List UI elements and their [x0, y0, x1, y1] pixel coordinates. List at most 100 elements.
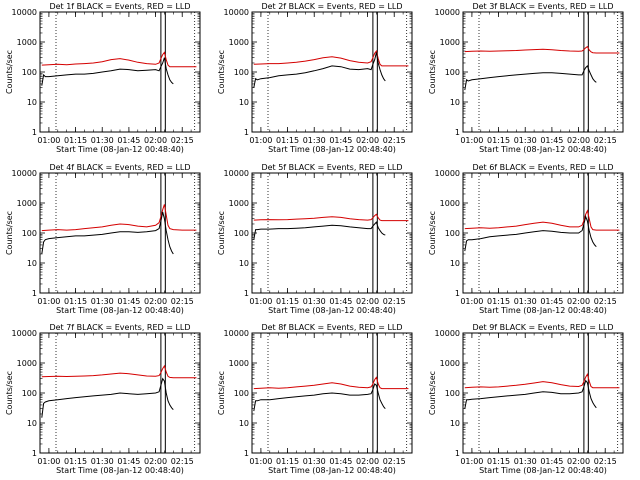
x-axis-label: Start Time (08-Jan-12 00:48:40) — [268, 466, 396, 475]
y-tick-label: 1000 — [440, 199, 460, 208]
panel-7: Det 7f BLACK = Events, RED = LLD 1 10 100 10… — [5, 323, 201, 475]
x-tick-label: 01:30 — [303, 136, 326, 145]
x-tick-label: 01:30 — [91, 297, 114, 306]
x-axis-label: Start Time (08-Jan-12 00:48:40) — [56, 145, 184, 154]
y-axis-label: Counts/sec — [217, 371, 226, 415]
y-tick-label: 1000 — [229, 359, 249, 368]
y-tick-label: 1 — [32, 128, 37, 137]
panel-9: Det 9f BLACK = Events, RED = LLD 1 10 100 10… — [428, 323, 624, 475]
y-tick-label: 100 — [22, 389, 37, 398]
x-tick-label: 01:30 — [303, 457, 326, 466]
y-tick-label: 10000 — [224, 329, 249, 338]
y-tick-label: 1 — [32, 289, 37, 298]
y-tick-label: 100 — [234, 229, 249, 238]
x-tick-label: 01:30 — [91, 457, 114, 466]
x-tick-label: 01:15 — [276, 136, 299, 145]
x-tick-label: 01:45 — [540, 457, 563, 466]
y-tick-label: 1 — [244, 449, 249, 458]
plot-frame — [39, 332, 201, 454]
panel-5: Det 5f BLACK = Events, RED = LLD 1 10 100 10… — [217, 163, 413, 315]
x-tick-label: 01:30 — [514, 297, 537, 306]
x-tick-label: 02:00 — [356, 136, 379, 145]
x-tick-label: 01:45 — [117, 457, 140, 466]
x-tick-label: 01:00 — [249, 457, 272, 466]
x-tick-label: 01:30 — [514, 136, 537, 145]
panel-title: Det 5f BLACK = Events, RED = LLD — [261, 163, 402, 172]
x-tick-label: 01:45 — [117, 297, 140, 306]
x-tick-label: 01:45 — [329, 136, 352, 145]
x-tick-label: 01:15 — [64, 136, 87, 145]
y-tick-label: 1 — [244, 289, 249, 298]
x-axis-label: Start Time (08-Jan-12 00:48:40) — [479, 145, 607, 154]
panel-title: Det 2f BLACK = Events, RED = LLD — [261, 2, 402, 11]
y-tick-label: 100 — [234, 389, 249, 398]
x-axis-label: Start Time (08-Jan-12 00:48:40) — [268, 145, 396, 154]
x-tick-label: 02:15 — [383, 136, 406, 145]
x-tick-label: 02:00 — [356, 297, 379, 306]
panel-6: Det 6f BLACK = Events, RED = LLD 1 10 100 10… — [428, 163, 624, 315]
y-axis-label: Counts/sec — [217, 50, 226, 94]
y-tick-label: 10 — [239, 419, 249, 428]
y-tick-label: 1000 — [229, 38, 249, 47]
y-tick-label: 1000 — [229, 199, 249, 208]
x-tick-label: 01:45 — [540, 297, 563, 306]
x-axis-label: Start Time (08-Jan-12 00:48:40) — [268, 306, 396, 315]
x-tick-label: 02:15 — [383, 457, 406, 466]
x-tick-label: 02:15 — [594, 457, 617, 466]
y-tick-label: 10000 — [435, 329, 460, 338]
series-line-events — [253, 52, 386, 88]
x-tick-label: 01:15 — [276, 297, 299, 306]
y-tick-label: 1000 — [17, 38, 37, 47]
x-tick-label: 01:15 — [64, 297, 87, 306]
x-tick-label: 01:00 — [460, 457, 483, 466]
x-tick-label: 02:15 — [171, 297, 194, 306]
panel-8: Det 8f BLACK = Events, RED = LLD 1 10 100 10… — [217, 323, 413, 475]
x-tick-label: 01:15 — [487, 297, 510, 306]
x-tick-label: 01:30 — [303, 297, 326, 306]
panel-1: Det 1f BLACK = Events, RED = LLD 1 10 100 10… — [5, 2, 201, 154]
y-tick-label: 10000 — [435, 169, 460, 178]
x-tick-label: 02:00 — [356, 457, 379, 466]
series-line-lld — [253, 376, 409, 390]
y-tick-label: 100 — [234, 68, 249, 77]
y-tick-label: 1000 — [440, 38, 460, 47]
series-line-events — [464, 215, 597, 252]
x-axis-label: Start Time (08-Jan-12 00:48:40) — [56, 306, 184, 315]
x-tick-label: 02:15 — [594, 297, 617, 306]
y-tick-label: 10 — [27, 259, 37, 268]
y-tick-label: 100 — [445, 68, 460, 77]
series-line-lld — [41, 204, 197, 232]
y-tick-label: 1 — [244, 128, 249, 137]
y-tick-label: 1000 — [440, 359, 460, 368]
y-tick-label: 10000 — [435, 8, 460, 17]
x-tick-label: 02:00 — [144, 457, 167, 466]
y-tick-label: 100 — [445, 389, 460, 398]
plot-frame — [251, 11, 413, 133]
x-tick-label: 01:45 — [540, 136, 563, 145]
y-axis-label: Counts/sec — [428, 211, 437, 255]
x-tick-label: 01:30 — [514, 457, 537, 466]
x-tick-label: 01:45 — [329, 297, 352, 306]
panel-title: Det 9f BLACK = Events, RED = LLD — [472, 323, 613, 332]
x-tick-label: 01:00 — [37, 297, 60, 306]
series-line-events — [464, 379, 597, 409]
x-tick-label: 01:00 — [37, 136, 60, 145]
x-axis-label: Start Time (08-Jan-12 00:48:40) — [56, 466, 184, 475]
panel-4: Det 4f BLACK = Events, RED = LLD 1 10 100 10… — [5, 163, 201, 315]
panel-title: Det 1f BLACK = Events, RED = LLD — [49, 2, 190, 11]
x-tick-label: 01:00 — [37, 457, 60, 466]
x-axis-label: Start Time (08-Jan-12 00:48:40) — [479, 466, 607, 475]
x-tick-label: 02:00 — [144, 297, 167, 306]
x-tick-label: 01:15 — [64, 457, 87, 466]
y-tick-label: 100 — [445, 229, 460, 238]
x-tick-label: 02:00 — [144, 136, 167, 145]
y-tick-label: 100 — [22, 229, 37, 238]
x-tick-label: 01:45 — [329, 457, 352, 466]
y-tick-label: 10000 — [12, 8, 37, 17]
x-tick-label: 01:15 — [276, 457, 299, 466]
y-tick-label: 10 — [239, 259, 249, 268]
y-tick-label: 1 — [455, 449, 460, 458]
x-tick-label: 02:00 — [567, 457, 590, 466]
y-tick-label: 10 — [450, 259, 460, 268]
